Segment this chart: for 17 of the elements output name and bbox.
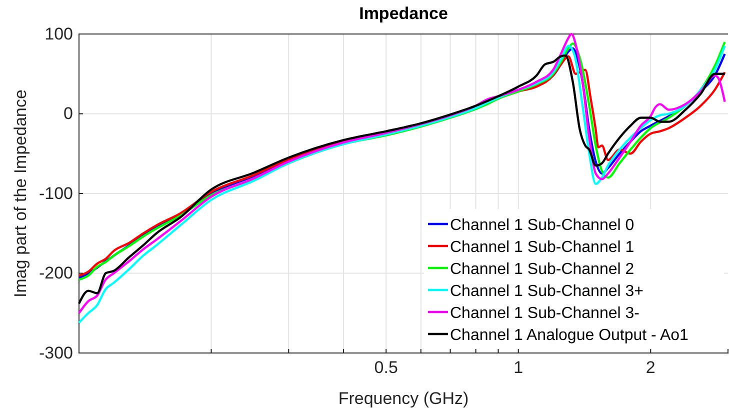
legend-label: Channel 1 Sub-Channel 0 [450,217,634,234]
legend-label: Channel 1 Sub-Channel 1 [450,239,634,256]
legend-label: Channel 1 Analogue Output - Ao1 [450,327,689,344]
x-tick-label: 1 [514,358,524,378]
y-tick-label: 100 [44,24,73,44]
chart-title: Impedance [359,4,448,23]
y-tick-label: 0 [64,104,73,124]
y-tick-label: -100 [38,184,73,203]
y-tick-label: -300 [38,343,73,362]
legend-label: Channel 1 Sub-Channel 3+ [450,283,644,300]
x-tick-label: 2 [646,358,656,378]
y-axis-title: Imag part of the Impedance [11,90,30,298]
y-tick-label: -200 [38,264,73,283]
legend-label: Channel 1 Sub-Channel 2 [450,261,634,278]
legend-label: Channel 1 Sub-Channel 3- [450,305,640,322]
x-tick-label: 0.5 [374,358,398,378]
x-axis-title: Frequency (GHz) [338,389,469,408]
